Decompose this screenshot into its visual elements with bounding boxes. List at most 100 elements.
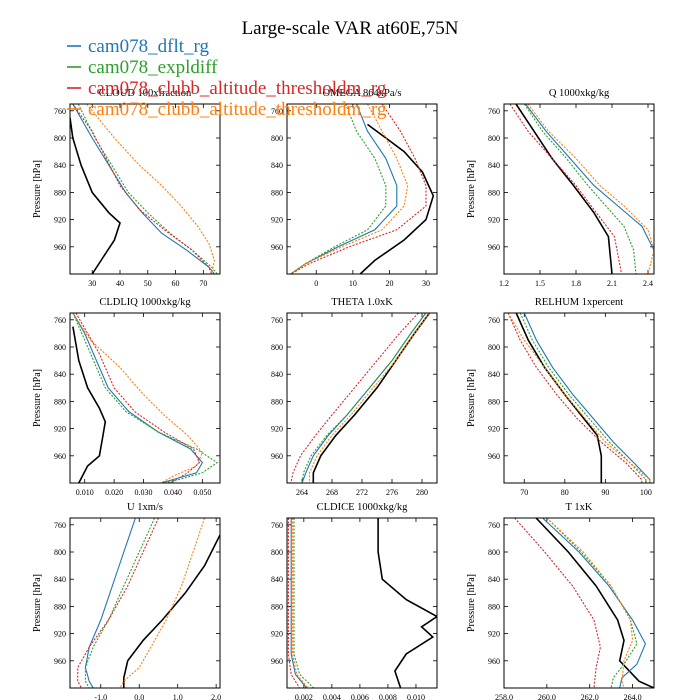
series-line-4 <box>287 518 301 688</box>
x-tick-label: 272 <box>356 488 368 497</box>
y-tick-label: 960 <box>271 452 283 461</box>
x-tick-label: 30 <box>422 279 430 288</box>
plot-frame <box>69 103 221 275</box>
series-line-2 <box>525 104 654 274</box>
x-tick-label: 60 <box>172 279 180 288</box>
x-tick-label: 0.010 <box>76 488 94 497</box>
x-tick-label: 2.1 <box>607 279 617 288</box>
y-tick-label: 960 <box>271 657 283 666</box>
plot-frame <box>286 517 438 689</box>
y-tick-label: 840 <box>54 370 66 379</box>
y-tick-label: 840 <box>488 370 500 379</box>
x-tick-label: 1.5 <box>535 279 545 288</box>
series-line-3 <box>546 518 638 688</box>
y-tick-label: 920 <box>488 216 500 225</box>
series-group <box>509 104 654 274</box>
series-line-1 <box>70 117 121 274</box>
panel-4: CLDLIQ 1000xkg/kg Pressure [hPa] 0.010 0.02… <box>32 297 221 497</box>
y-tick-label: 880 <box>488 602 500 611</box>
x-tick-label: 280 <box>416 488 428 497</box>
legend-label: cam078_expldiff <box>88 57 218 78</box>
panel-title: RELHUM 1xpercent <box>535 297 623 308</box>
series-line-5 <box>72 313 204 483</box>
x-tick-label: 262.0 <box>581 693 599 700</box>
y-tick-label: 920 <box>488 425 500 434</box>
series-line-4 <box>75 313 201 483</box>
panel-3: Q 1000xkg/kg Pressure [hPa] 1.2 1.5 1.8 2.1 2.… <box>466 88 655 288</box>
series-line-3 <box>301 313 427 483</box>
y-axis-label: Pressure [hPa] <box>32 369 43 427</box>
x-tick-label: 1.2 <box>499 279 509 288</box>
series-group <box>514 518 654 688</box>
y-tick-label: 920 <box>271 425 283 434</box>
y-tick-label: 800 <box>271 548 283 557</box>
x-tick-label: 1.8 <box>571 279 581 288</box>
series-group <box>507 313 651 483</box>
series-line-1 <box>535 518 654 688</box>
x-tick-label: 2.0 <box>211 693 221 700</box>
panel-1: CLOUD 100xfraction Pressure [hPa] 30 40 50 60… <box>32 88 221 288</box>
x-tick-label: 264 <box>296 488 308 497</box>
y-tick-label: 800 <box>271 134 283 143</box>
plot-frame <box>69 517 221 689</box>
plot-frame <box>286 312 438 484</box>
x-tick-label: 70 <box>199 279 207 288</box>
x-tick-label: 2.4 <box>643 279 653 288</box>
y-tick-label: 880 <box>271 602 283 611</box>
series-group <box>70 104 218 274</box>
y-tick-label: 800 <box>54 134 66 143</box>
series-line-3 <box>519 313 647 483</box>
series-line-5 <box>86 104 215 274</box>
y-tick-label: 920 <box>54 216 66 225</box>
y-tick-label: 800 <box>488 343 500 352</box>
series-line-2 <box>72 104 215 274</box>
y-tick-label: 840 <box>54 161 66 170</box>
y-tick-label: 880 <box>488 397 500 406</box>
y-tick-label: 920 <box>488 630 500 639</box>
series-line-2 <box>84 518 136 688</box>
series-line-4 <box>77 518 160 688</box>
y-tick-label: 760 <box>488 107 500 116</box>
y-axis-label: Pressure [hPa] <box>32 574 43 632</box>
x-tick-label: 258.0 <box>495 693 513 700</box>
panel-5: THETA 1.0xK 264 268 272 276 280 760 800 840 880 92… <box>271 297 438 497</box>
x-tick-label: 20 <box>385 279 393 288</box>
y-axis-label: Pressure [hPa] <box>32 160 43 218</box>
series-line-4 <box>507 313 643 483</box>
series-line-4 <box>509 104 623 274</box>
y-tick-label: 800 <box>54 343 66 352</box>
y-tick-label: 880 <box>54 602 66 611</box>
y-tick-label: 920 <box>271 216 283 225</box>
y-tick-label: 920 <box>271 630 283 639</box>
panel-title: Q 1000xkg/kg <box>549 88 610 99</box>
x-tick-label: 0.030 <box>135 488 153 497</box>
series-line-1 <box>515 313 603 483</box>
y-tick-label: 960 <box>54 243 66 252</box>
plot-frame <box>503 312 655 484</box>
series-line-2 <box>72 313 204 483</box>
y-tick-label: 840 <box>271 161 283 170</box>
y-axis-label: Pressure [hPa] <box>466 574 477 632</box>
series-line-4 <box>72 104 213 274</box>
y-tick-label: 840 <box>271 370 283 379</box>
page-title: Large-scale VAR at60E,75N <box>242 18 459 39</box>
y-tick-label: 960 <box>271 243 283 252</box>
panel-title: T 1xK <box>566 502 593 513</box>
x-tick-label: 0.008 <box>379 693 397 700</box>
x-tick-label: 0.006 <box>351 693 369 700</box>
y-tick-label: 800 <box>488 548 500 557</box>
series-line-1 <box>515 104 613 274</box>
plot-frame <box>503 103 655 275</box>
y-tick-label: 760 <box>488 521 500 530</box>
plot-frame <box>69 312 221 484</box>
series-line-5 <box>119 518 206 688</box>
y-axis-label: Pressure [hPa] <box>466 160 477 218</box>
y-tick-label: 760 <box>271 107 283 116</box>
plot-frame <box>503 517 655 689</box>
x-tick-label: 1.0 <box>173 693 183 700</box>
y-tick-label: 960 <box>488 452 500 461</box>
x-tick-label: 70 <box>520 488 528 497</box>
panel-title: THETA 1.0xK <box>331 297 393 308</box>
series-line-5 <box>507 313 651 483</box>
